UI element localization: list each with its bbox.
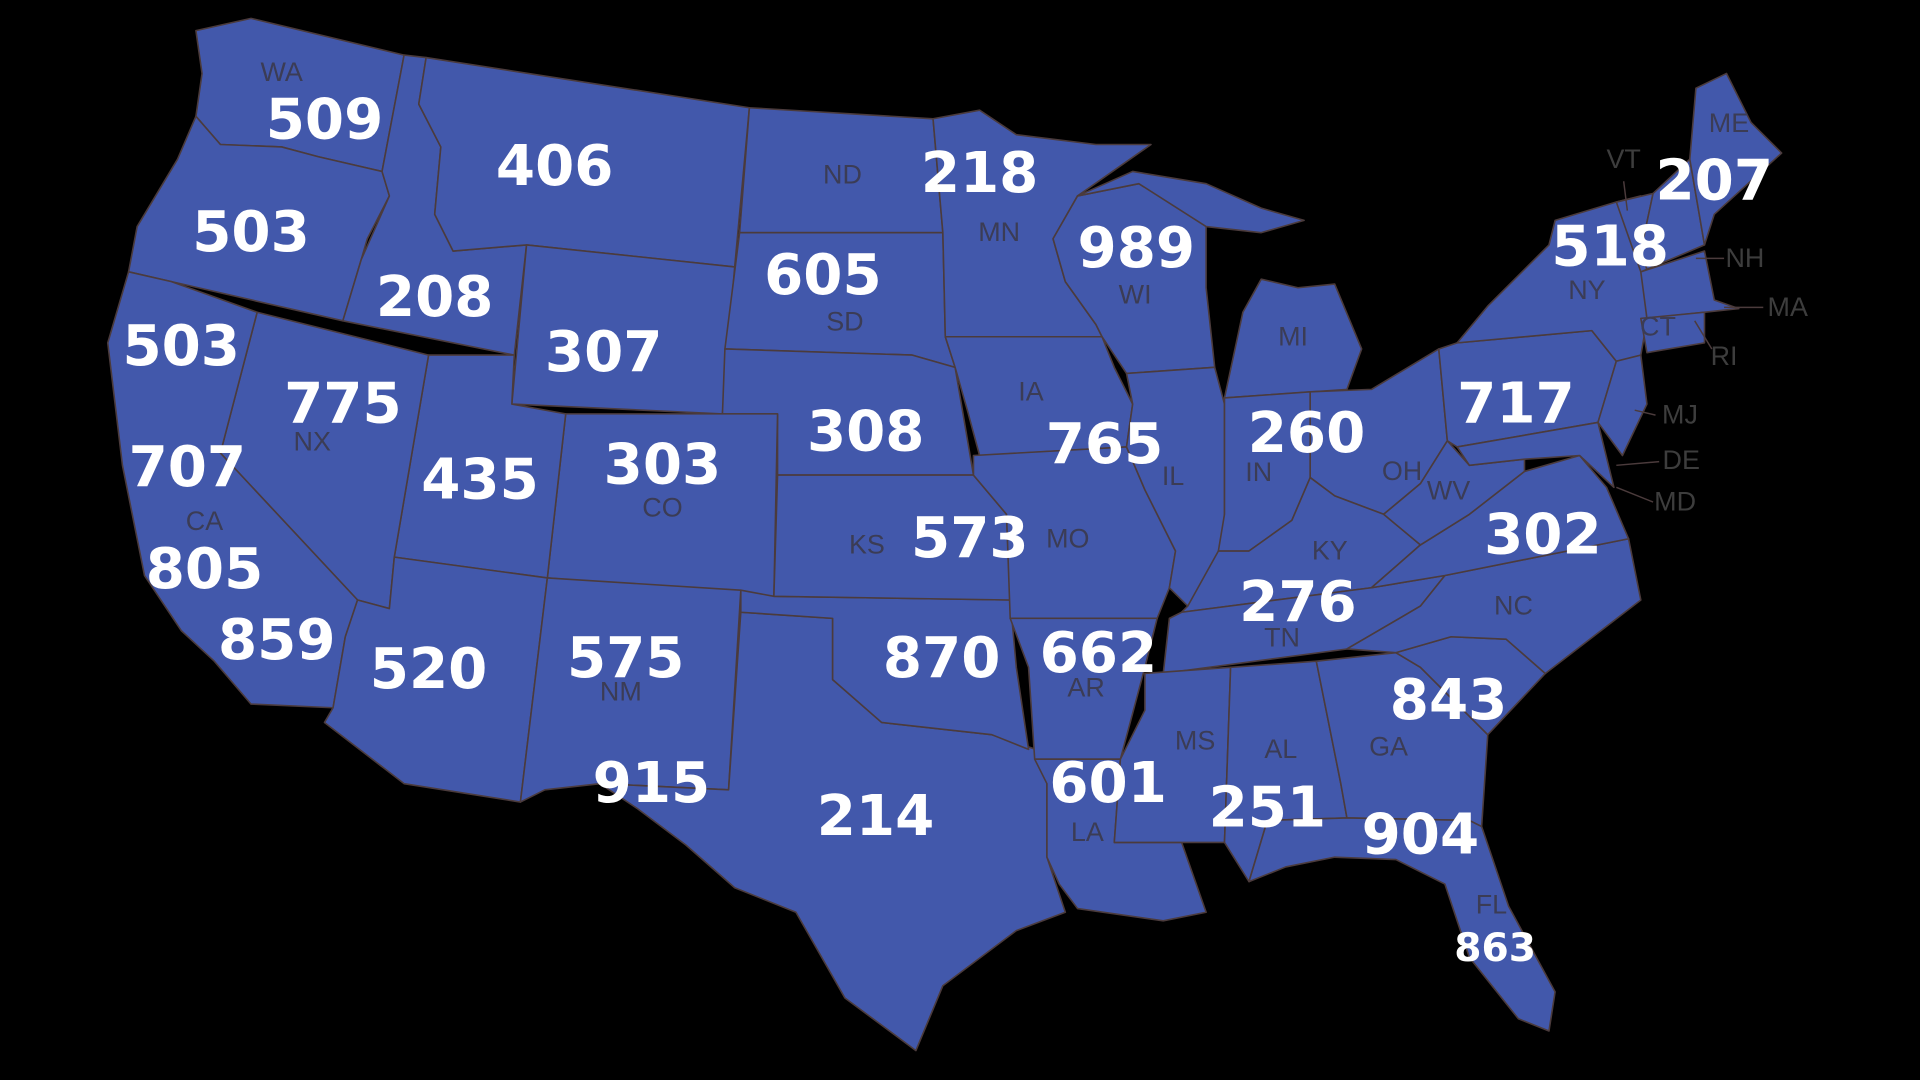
- area-code-label: 775: [284, 371, 402, 436]
- state-abbreviation: OH: [1382, 456, 1422, 486]
- state-abbreviation: NH: [1725, 243, 1764, 273]
- area-code-label: 662: [1040, 621, 1158, 686]
- states-layer: [106, 17, 1783, 1052]
- state-abbreviation: MS: [1175, 725, 1215, 755]
- state-abbreviation: MO: [1046, 523, 1089, 553]
- area-code-label: 208: [376, 265, 494, 330]
- state-abbreviation: CO: [642, 493, 682, 523]
- area-code-label: 303: [604, 433, 722, 498]
- leader-line: [1616, 460, 1660, 467]
- leader-line: [1694, 320, 1713, 350]
- state-abbreviation: IA: [1018, 376, 1043, 406]
- state-abbreviation: MD: [1654, 487, 1696, 517]
- state-fl: [1248, 817, 1556, 1032]
- area-code-label: 870: [883, 626, 1001, 691]
- area-code-label: 863: [1454, 926, 1536, 971]
- state-abbreviation: CT: [1640, 312, 1676, 342]
- area-code-label: 406: [496, 134, 614, 199]
- area-code-label: 276: [1239, 570, 1357, 635]
- area-code-label: 717: [1457, 371, 1575, 436]
- state-ct: [1640, 311, 1706, 354]
- area-code-label: 575: [567, 626, 685, 691]
- state-abbreviation: NM: [600, 676, 642, 706]
- area-code-label: 503: [122, 314, 240, 379]
- leader-lines: [1616, 181, 1764, 503]
- area-code-label: 302: [1484, 502, 1602, 567]
- state-mi-u: [1076, 170, 1305, 234]
- area-code-label: 207: [1656, 149, 1774, 214]
- state-nh: [1640, 158, 1706, 271]
- area-code-label: 218: [921, 141, 1039, 206]
- state-wv: [1382, 440, 1526, 546]
- state-abbreviation: MI: [1278, 321, 1308, 351]
- state-abbreviation: GA: [1369, 732, 1408, 762]
- area-code-label: 308: [807, 400, 925, 465]
- area-code-label: 805: [146, 537, 264, 602]
- area-code-label: 251: [1209, 776, 1327, 841]
- area-code-label: 509: [266, 87, 384, 152]
- state-mi: [1223, 278, 1363, 399]
- state-md: [1456, 421, 1615, 489]
- state-nj: [1597, 354, 1648, 457]
- state-abbreviation: SD: [826, 307, 863, 337]
- leader-line: [1622, 181, 1629, 211]
- state-me: [1689, 72, 1783, 246]
- state-abbreviation: DE: [1663, 445, 1700, 475]
- leader-line: [1616, 486, 1654, 503]
- state-abbreviation: WA: [260, 57, 302, 87]
- state-abbreviation: AL: [1264, 734, 1297, 764]
- state-abbreviation: IL: [1162, 461, 1184, 491]
- area-code-label: 989: [1078, 216, 1196, 281]
- area-code-label: 435: [421, 447, 539, 512]
- state-abbreviation: CA: [186, 506, 223, 536]
- state-abbreviation: ME: [1709, 108, 1749, 138]
- state-abbreviation: MJ: [1662, 400, 1698, 430]
- state-abbreviation: KY: [1312, 536, 1348, 566]
- state-abbreviation: IN: [1245, 457, 1272, 487]
- state-ca: [106, 271, 359, 709]
- leader-line: [1634, 409, 1656, 416]
- state-abbreviation: VT: [1606, 144, 1640, 174]
- state-abbreviation: LA: [1071, 817, 1104, 847]
- area-code-label: 518: [1551, 215, 1669, 280]
- area-code-label: 765: [1046, 412, 1164, 477]
- area-code-label: 601: [1049, 751, 1167, 816]
- state-abbreviation: NY: [1568, 275, 1605, 305]
- state-abbreviation: AR: [1067, 673, 1104, 703]
- state-abbreviation: WI: [1119, 280, 1152, 310]
- area-code-label: 859: [218, 608, 336, 673]
- area-code-label: 503: [192, 200, 310, 265]
- state-abbreviations: WA ND MN SD WI MI IA NX CA CO IL IN OH KS MO KY WV NC TN AR…: [186, 57, 1808, 920]
- area-code-label: 260: [1248, 401, 1366, 466]
- state-abbreviation: WV: [1427, 476, 1470, 506]
- area-code-label: 843: [1390, 668, 1508, 733]
- state-abbreviation: MN: [978, 217, 1020, 247]
- state-abbreviation: NC: [1494, 591, 1533, 621]
- area-code-label: 904: [1362, 802, 1480, 867]
- state-abbreviation: FL: [1476, 889, 1507, 919]
- state-or: [127, 115, 391, 322]
- state-abbreviation: KS: [849, 529, 885, 559]
- state-il: [1125, 366, 1226, 607]
- state-abbreviation: NX: [294, 427, 331, 457]
- state-abbreviation: TN: [1264, 623, 1300, 653]
- area-code-label: 915: [593, 751, 711, 816]
- state-abbreviation: MA: [1768, 292, 1808, 322]
- state-nc: [1346, 537, 1642, 675]
- area-code-label: 307: [545, 320, 663, 385]
- area-code-label: 573: [911, 506, 1029, 571]
- area-code-label: 214: [817, 784, 935, 849]
- area-code-label: 520: [370, 637, 488, 702]
- state-ma: [1640, 250, 1740, 320]
- state-abbreviation: RI: [1711, 341, 1738, 371]
- area-code-label: 605: [764, 243, 882, 308]
- state-abbreviation: ND: [823, 160, 862, 190]
- area-code-label: 707: [129, 435, 247, 500]
